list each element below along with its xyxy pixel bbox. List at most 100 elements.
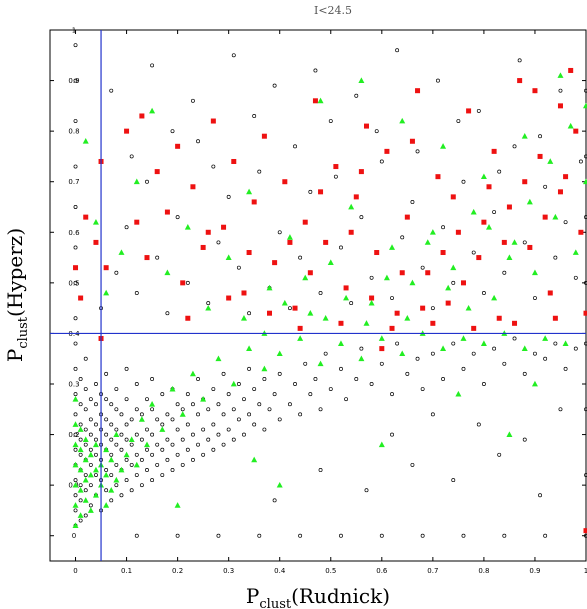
- point-red-square: [563, 174, 569, 180]
- y-axis-title: Pclust(Hyperz): [3, 228, 31, 362]
- point-open-circle: [379, 533, 384, 538]
- point-open-circle: [119, 412, 124, 417]
- point-open-circle: [410, 199, 415, 204]
- x-axis-title-sub: clust: [259, 597, 291, 609]
- point-green-triangle: [378, 441, 385, 448]
- point-open-circle: [134, 452, 139, 457]
- point-green-triangle: [450, 264, 457, 271]
- point-green-triangle: [240, 315, 247, 321]
- point-red-square: [379, 346, 385, 352]
- chart-title: I<24.5: [314, 4, 352, 17]
- point-red-square: [221, 224, 227, 230]
- point-open-circle: [236, 382, 241, 386]
- point-open-circle: [104, 371, 109, 376]
- point-open-circle: [430, 412, 435, 417]
- point-green-triangle: [72, 522, 79, 528]
- point-green-triangle: [470, 208, 477, 215]
- point-green-triangle: [87, 507, 94, 513]
- point-green-triangle: [164, 269, 171, 276]
- x-tick-label: 0.2: [172, 567, 183, 575]
- point-green-triangle: [343, 294, 350, 301]
- point-open-circle: [497, 169, 502, 174]
- point-red-square: [450, 194, 456, 200]
- point-red-square: [231, 158, 237, 164]
- point-open-circle: [512, 144, 517, 149]
- point-open-circle: [124, 437, 129, 442]
- point-red-square: [573, 128, 579, 134]
- point-open-circle: [180, 407, 185, 412]
- point-open-circle: [114, 270, 119, 275]
- point-open-circle: [93, 473, 98, 477]
- point-open-circle: [180, 437, 185, 442]
- point-green-triangle: [424, 239, 431, 245]
- point-open-circle: [139, 457, 144, 462]
- point-open-circle: [226, 194, 231, 199]
- point-open-circle: [124, 397, 129, 402]
- point-red-square: [73, 265, 79, 271]
- point-green-triangle: [149, 107, 156, 114]
- point-open-circle: [211, 164, 216, 169]
- point-green-triangle: [307, 310, 314, 316]
- point-green-triangle: [82, 436, 89, 443]
- point-open-circle: [420, 533, 425, 538]
- point-red-square: [578, 229, 584, 235]
- point-red-square: [267, 310, 273, 316]
- point-open-circle: [134, 473, 139, 477]
- point-open-circle: [185, 447, 190, 452]
- point-green-triangle: [552, 213, 559, 220]
- point-green-triangle: [440, 143, 447, 149]
- point-red-square: [292, 305, 298, 311]
- point-open-circle: [73, 316, 78, 321]
- point-red-square: [466, 108, 472, 114]
- point-open-circle: [538, 493, 543, 498]
- point-open-circle: [185, 422, 190, 427]
- plot-frame: [49, 29, 587, 562]
- point-green-triangle: [103, 502, 110, 508]
- point-red-square: [287, 239, 293, 245]
- point-open-circle: [558, 407, 563, 412]
- point-red-square: [394, 310, 400, 316]
- point-open-circle: [349, 301, 354, 306]
- point-open-circle: [502, 270, 507, 275]
- point-open-circle: [83, 442, 88, 447]
- point-green-triangle: [103, 471, 110, 478]
- point-open-circle: [124, 457, 129, 462]
- point-open-circle: [190, 457, 195, 462]
- point-green-triangle: [179, 411, 186, 417]
- point-open-circle: [165, 311, 170, 316]
- point-open-circle: [247, 311, 252, 316]
- point-open-circle: [308, 392, 313, 397]
- point-open-circle: [109, 452, 114, 457]
- point-open-circle: [88, 417, 93, 422]
- point-green-triangle: [358, 77, 365, 83]
- point-open-circle: [364, 488, 369, 493]
- point-open-circle: [584, 154, 587, 159]
- point-open-circle: [109, 473, 114, 477]
- point-open-circle: [395, 341, 400, 346]
- point-open-circle: [175, 533, 180, 538]
- point-red-square: [552, 315, 558, 321]
- point-open-circle: [476, 422, 481, 427]
- point-open-circle: [88, 462, 93, 467]
- point-open-circle: [339, 245, 343, 250]
- point-green-triangle: [159, 426, 166, 432]
- point-open-circle: [231, 437, 236, 442]
- point-open-circle: [155, 462, 160, 467]
- point-red-square: [338, 320, 344, 326]
- point-red-square: [486, 184, 492, 190]
- point-open-circle: [78, 376, 83, 381]
- point-open-circle: [170, 129, 175, 134]
- point-open-circle: [242, 397, 246, 402]
- point-open-circle: [430, 351, 435, 356]
- point-green-triangle: [261, 365, 268, 372]
- x-tick-label: 0.7: [427, 567, 438, 575]
- point-green-triangle: [526, 198, 533, 205]
- point-open-circle: [109, 437, 114, 442]
- point-open-circle: [83, 488, 88, 493]
- point-open-circle: [73, 119, 78, 123]
- point-open-circle: [88, 447, 93, 452]
- point-open-circle: [201, 427, 206, 432]
- point-open-circle: [461, 179, 466, 184]
- point-open-circle: [441, 225, 446, 230]
- point-open-circle: [134, 432, 139, 437]
